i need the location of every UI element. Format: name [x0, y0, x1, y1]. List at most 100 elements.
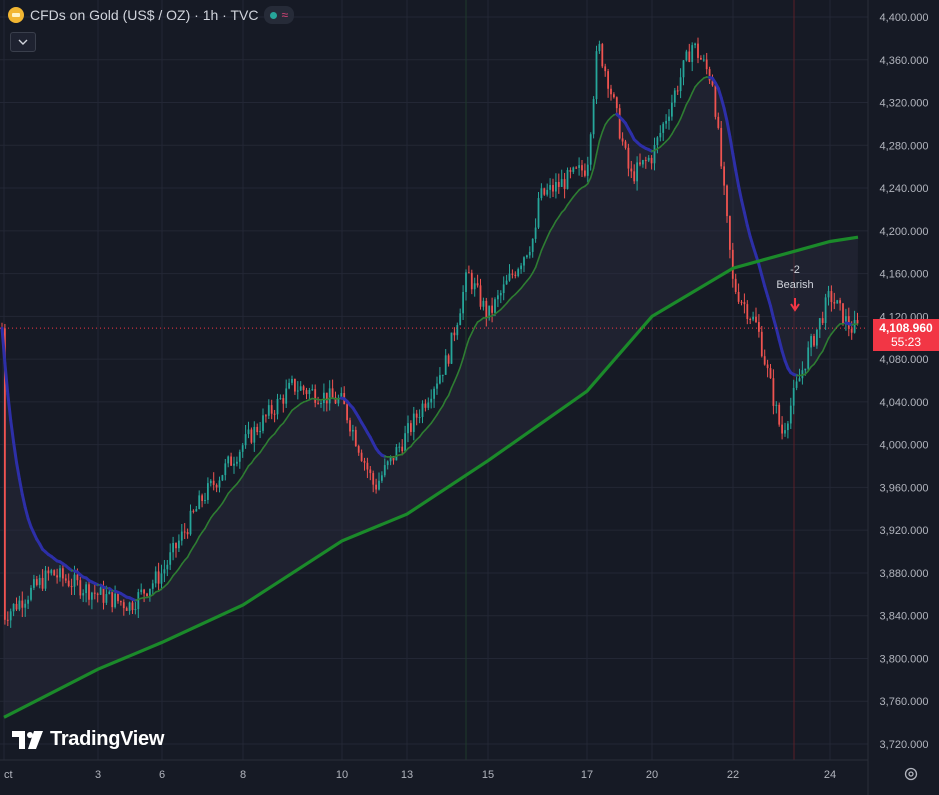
- fast-ma-segment: [595, 140, 601, 156]
- candle-body: [320, 403, 322, 405]
- last-price-label: 4,108.960 55:23: [873, 319, 939, 352]
- candle-body: [798, 378, 801, 382]
- price-tick-label: 3,920.000: [880, 525, 929, 537]
- candle-body: [38, 577, 41, 585]
- candle-body: [726, 185, 728, 217]
- price-tick-label: 3,800.000: [880, 653, 929, 665]
- candle-body: [650, 157, 653, 164]
- collapse-legend-button[interactable]: [10, 32, 36, 52]
- fast-ma-segment: [682, 103, 688, 113]
- candle-body: [578, 165, 580, 168]
- candle-body: [702, 59, 705, 61]
- market-status-badge[interactable]: ≈: [264, 6, 295, 24]
- fast-ma-segment: [604, 119, 609, 126]
- candle-body: [557, 181, 560, 187]
- candle-body: [366, 462, 369, 470]
- fast-ma-segment: [555, 216, 560, 222]
- candle-body: [169, 552, 172, 565]
- candle-body: [325, 392, 328, 404]
- candle-body: [642, 160, 644, 165]
- candle-body: [146, 593, 148, 597]
- symbol-title[interactable]: CFDs on Gold (US$ / OZ) · 1h · TVC: [30, 7, 259, 23]
- candle-body: [743, 302, 746, 305]
- candle-body: [18, 600, 21, 610]
- candle-body: [563, 179, 566, 189]
- candle-body: [357, 446, 360, 453]
- price-tick-label: 3,840.000: [880, 611, 929, 623]
- candle-body: [615, 97, 618, 109]
- fast-ma-segment: [598, 131, 604, 142]
- candle-body: [317, 402, 319, 404]
- fast-ma-segment: [769, 304, 775, 320]
- fast-ma-segment: [218, 502, 224, 508]
- price-tick-label: 4,080.000: [880, 354, 929, 366]
- fast-ma-segment: [181, 559, 186, 565]
- candle-body: [575, 167, 578, 169]
- candle-body: [789, 405, 792, 424]
- fast-ma-segment: [824, 337, 830, 346]
- fast-ma-segment: [725, 119, 732, 139]
- candle-body: [494, 299, 496, 313]
- candle-body: [33, 579, 35, 588]
- fast-ma-segment: [20, 492, 27, 509]
- fast-ma-segment: [757, 262, 764, 277]
- candle-body: [273, 413, 276, 415]
- time-tick-label: 24: [824, 769, 836, 781]
- fast-ma-segment: [777, 338, 784, 353]
- candle-body: [227, 456, 230, 464]
- candle-body: [827, 291, 830, 298]
- fast-ma-segment: [456, 366, 462, 376]
- candle-body: [259, 430, 261, 433]
- fast-ma-segment: [813, 359, 818, 366]
- candle-body: [151, 583, 154, 589]
- fast-ma-segment: [198, 531, 203, 538]
- fast-ma-segment: [468, 332, 473, 340]
- candle-body: [238, 451, 241, 462]
- candle-body: [673, 90, 676, 103]
- candle-body: [473, 283, 476, 290]
- fast-ma-segment: [719, 96, 726, 110]
- candle-body: [35, 579, 38, 585]
- fast-ma-segment: [436, 409, 441, 416]
- fast-ma-segment: [465, 338, 470, 349]
- candle-body: [6, 619, 9, 621]
- candle-body: [79, 580, 82, 596]
- candle-body: [192, 510, 195, 512]
- signal-value: -2: [790, 264, 800, 276]
- slow-ma-line: [3, 235, 859, 719]
- candle-body: [450, 332, 453, 364]
- candle-body: [73, 574, 76, 587]
- candle-body: [308, 389, 311, 395]
- candle-body: [236, 461, 238, 464]
- fast-ma-segment: [439, 405, 444, 411]
- fast-ma-segment: [204, 522, 209, 530]
- fast-ma-segment: [748, 235, 755, 248]
- chart-settings-button[interactable]: [903, 766, 919, 782]
- fast-ma-segment: [818, 350, 824, 356]
- candle-body: [279, 398, 282, 400]
- fast-ma-segment: [771, 316, 778, 330]
- candle-body: [418, 417, 421, 419]
- price-tick-label: 4,200.000: [880, 226, 929, 238]
- candle-body: [328, 388, 331, 404]
- price-tick-label: 4,040.000: [880, 397, 929, 409]
- fast-ma-segment: [728, 135, 735, 156]
- candle-body: [470, 272, 473, 290]
- candle-body: [845, 316, 847, 325]
- candle-body: [244, 434, 247, 446]
- candle-body: [729, 216, 731, 250]
- candle-body: [784, 430, 786, 434]
- candle-body: [143, 589, 145, 594]
- bar-countdown: 55:23: [890, 335, 922, 350]
- candle-body: [441, 374, 444, 376]
- candle-body: [830, 291, 833, 303]
- candle-body: [633, 171, 636, 182]
- fast-ma-segment: [816, 354, 821, 361]
- fast-ma-segment: [716, 86, 723, 100]
- candle-body: [476, 283, 479, 286]
- candle-body: [21, 600, 24, 608]
- fast-ma-segment: [265, 438, 270, 446]
- candle-body: [288, 382, 290, 389]
